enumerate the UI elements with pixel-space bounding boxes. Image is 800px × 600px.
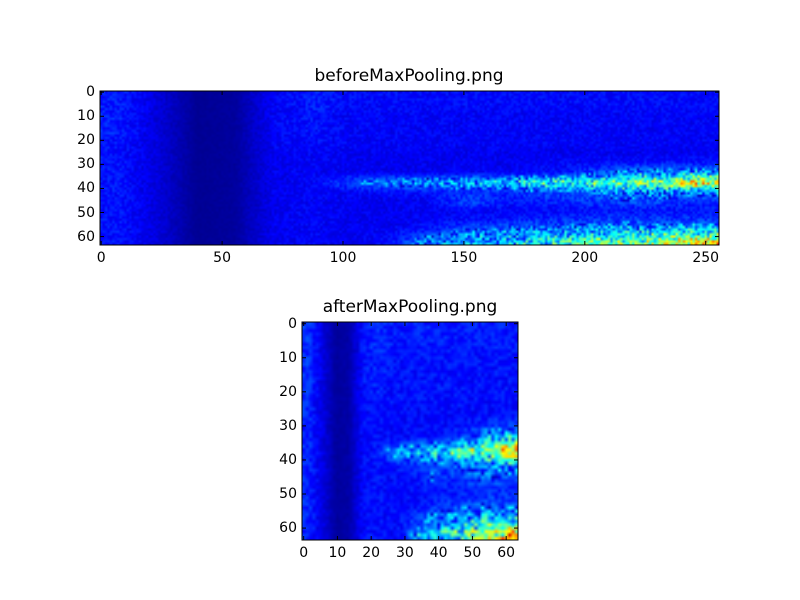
- axes-border: [99, 90, 720, 246]
- x-tick-label: 30: [396, 545, 414, 561]
- y-tick-label: 40: [279, 451, 297, 468]
- y-tick-label: 0: [288, 315, 297, 332]
- y-tick-label: 20: [77, 132, 95, 149]
- chart-title-after: afterMaxPooling.png: [322, 297, 498, 317]
- heatmap-image-before: [100, 91, 719, 245]
- axes-frame-before: [99, 90, 720, 246]
- heatmap-after: [301, 321, 519, 541]
- y-tick-label: 60: [77, 228, 95, 245]
- x-tick-label: 250: [692, 250, 720, 266]
- y-tick-label: 10: [279, 349, 297, 366]
- chart-title-before: beforeMaxPooling.png: [314, 66, 504, 86]
- x-tick-label: 150: [450, 250, 478, 266]
- x-tick-label: 200: [571, 250, 599, 266]
- x-tick-label: 60: [497, 545, 516, 561]
- x-tick-label: 50: [213, 250, 232, 266]
- y-tick-label: 10: [77, 108, 95, 125]
- y-tick-label: 30: [77, 156, 95, 173]
- x-tick-label: 100: [329, 250, 357, 266]
- y-tick-label: 50: [77, 204, 95, 221]
- x-tick-label: 10: [328, 545, 347, 561]
- x-tick-label: 50: [463, 545, 482, 561]
- x-tick-label: 20: [362, 545, 381, 561]
- y-tick-label: 50: [279, 486, 297, 503]
- x-tick-label: 0: [96, 250, 106, 266]
- y-tick-label: 40: [77, 180, 95, 197]
- x-tick-label: 40: [429, 545, 448, 561]
- y-tick-label: 0: [86, 84, 95, 101]
- axes-border: [301, 321, 519, 541]
- axes-frame-after: [301, 321, 519, 541]
- y-tick-label: 30: [279, 417, 297, 434]
- y-tick-label: 20: [279, 383, 297, 400]
- x-tick-label: 0: [299, 545, 309, 561]
- y-tick-label: 60: [279, 520, 297, 537]
- heatmap-before: [99, 90, 720, 246]
- heatmap-image-after: [302, 322, 518, 540]
